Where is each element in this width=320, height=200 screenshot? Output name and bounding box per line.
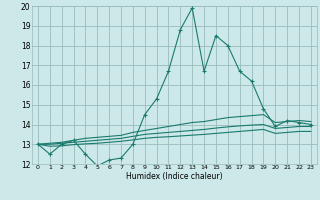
X-axis label: Humidex (Indice chaleur): Humidex (Indice chaleur)	[126, 172, 223, 181]
